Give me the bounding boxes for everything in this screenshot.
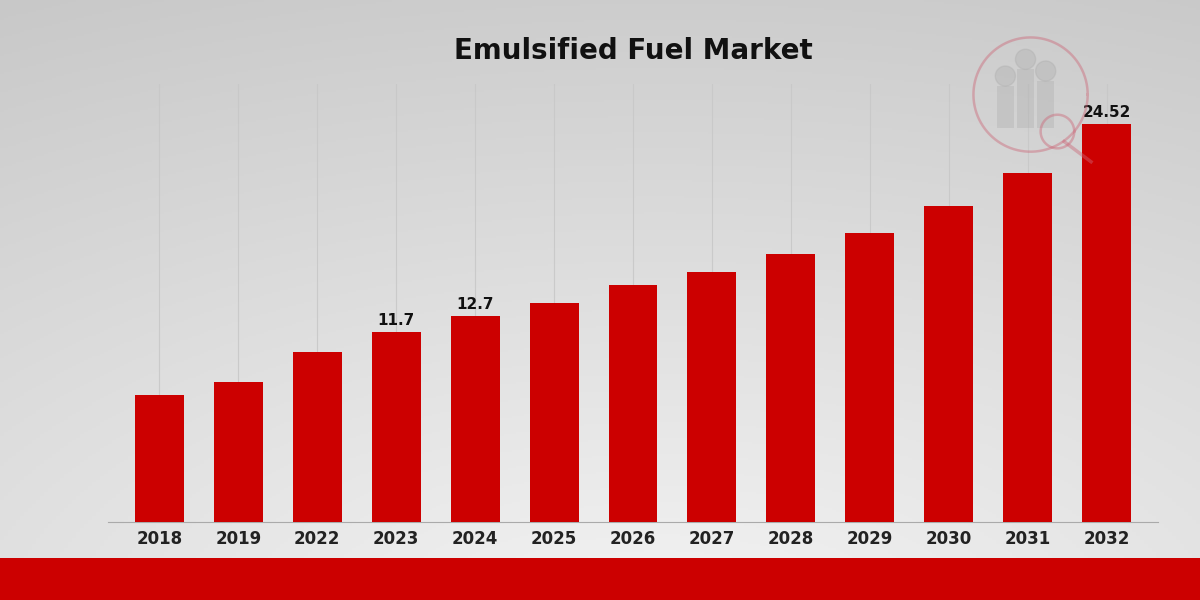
Bar — [1082, 124, 1132, 522]
Bar — [529, 303, 578, 522]
Bar — [688, 272, 737, 522]
Bar — [1018, 70, 1034, 128]
Bar — [608, 285, 658, 522]
Text: 24.52: 24.52 — [1082, 105, 1130, 120]
Bar — [1037, 81, 1054, 128]
Bar — [767, 254, 815, 522]
Bar — [372, 332, 421, 522]
Bar — [214, 382, 263, 522]
Bar — [997, 86, 1014, 128]
Circle shape — [1015, 49, 1036, 70]
Text: 12.7: 12.7 — [456, 297, 494, 312]
Bar — [924, 206, 973, 522]
Text: 11.7: 11.7 — [378, 313, 415, 328]
Bar — [293, 352, 342, 522]
Bar — [845, 233, 894, 522]
Bar — [1003, 173, 1052, 522]
Circle shape — [1036, 61, 1056, 81]
Circle shape — [995, 66, 1015, 86]
Title: Emulsified Fuel Market: Emulsified Fuel Market — [454, 37, 812, 65]
Bar — [451, 316, 499, 522]
Bar — [134, 395, 184, 522]
Bar — [0, 558, 1200, 600]
